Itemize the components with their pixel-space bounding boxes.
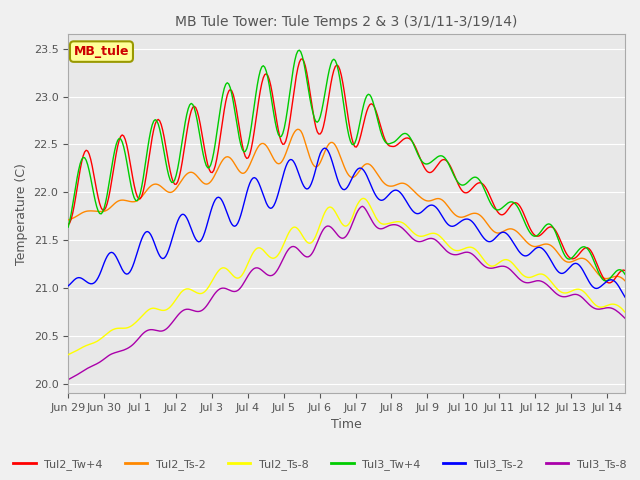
Y-axis label: Temperature (C): Temperature (C) [15,163,28,264]
Title: MB Tule Tower: Tule Temps 2 & 3 (3/1/11-3/19/14): MB Tule Tower: Tule Temps 2 & 3 (3/1/11-… [175,15,518,29]
Text: MB_tule: MB_tule [74,45,129,58]
Legend: Tul2_Tw+4, Tul2_Ts-2, Tul2_Ts-8, Tul3_Tw+4, Tul3_Ts-2, Tul3_Ts-8: Tul2_Tw+4, Tul2_Ts-2, Tul2_Ts-8, Tul3_Tw… [9,455,631,474]
X-axis label: Time: Time [332,419,362,432]
